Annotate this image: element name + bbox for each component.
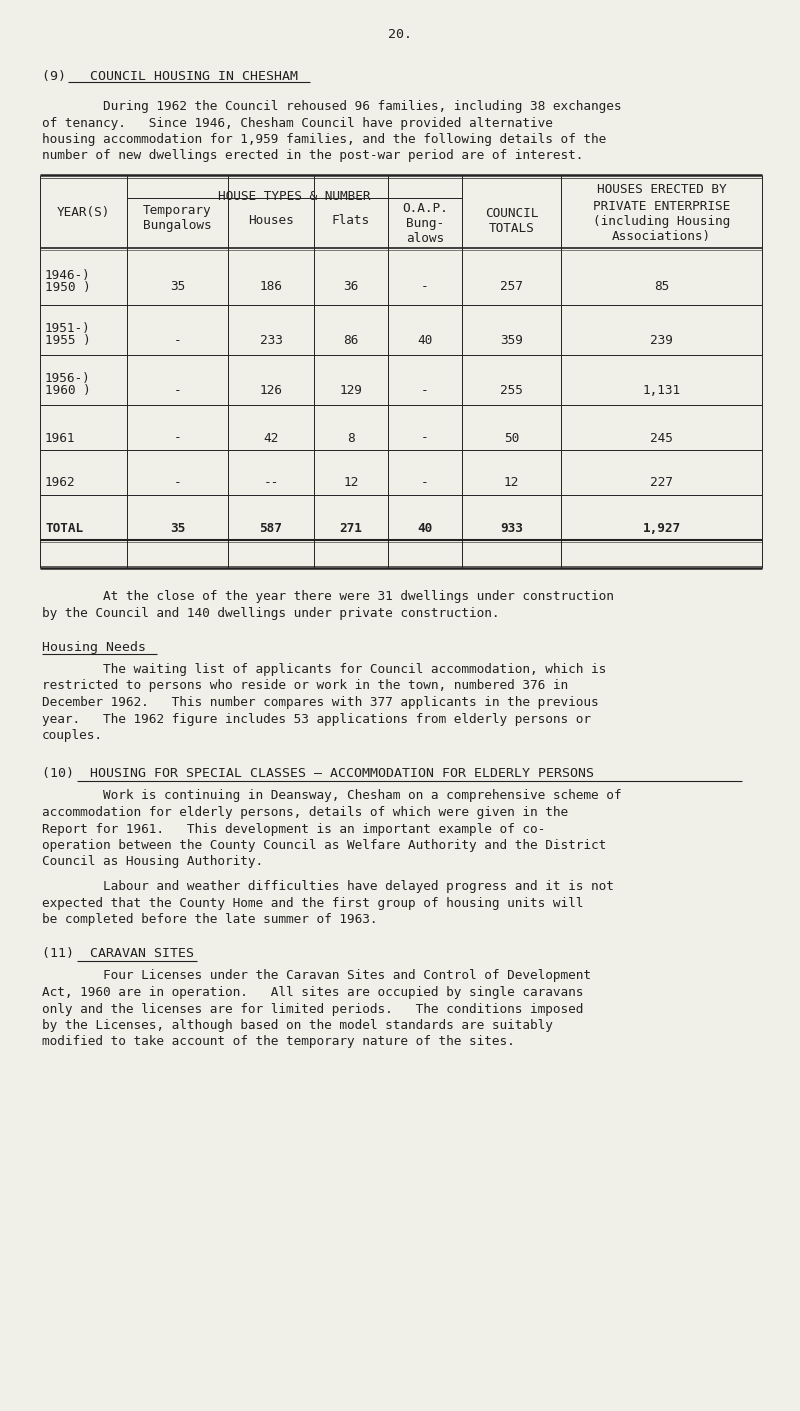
Text: 1946-): 1946-): [45, 268, 90, 282]
Text: 1951-): 1951-): [45, 322, 90, 334]
Text: by the Council and 140 dwellings under private construction.: by the Council and 140 dwellings under p…: [42, 607, 499, 619]
Text: 40: 40: [418, 334, 433, 347]
Text: number of new dwellings erected in the post-war period are of interest.: number of new dwellings erected in the p…: [42, 150, 583, 162]
Text: 1956-): 1956-): [45, 373, 90, 385]
Text: 1,927: 1,927: [642, 522, 681, 535]
Text: -: -: [174, 384, 182, 396]
Text: December 1962.   This number compares with 377 applicants in the previous: December 1962. This number compares with…: [42, 696, 598, 708]
Text: -: -: [174, 334, 182, 347]
Text: -: -: [421, 384, 429, 396]
Text: 233: 233: [259, 334, 282, 347]
Text: 1961: 1961: [45, 432, 75, 444]
Text: Flats: Flats: [332, 214, 370, 227]
Text: expected that the County Home and the first group of housing units will: expected that the County Home and the fi…: [42, 896, 583, 910]
Text: 8: 8: [347, 432, 355, 444]
Text: 36: 36: [343, 281, 358, 293]
Text: COUNCIL
TOTALS: COUNCIL TOTALS: [485, 207, 538, 236]
Text: PRIVATE ENTERPRISE
(including Housing
Associations): PRIVATE ENTERPRISE (including Housing As…: [593, 200, 730, 243]
Text: 255: 255: [500, 384, 523, 396]
Text: Council as Housing Authority.: Council as Housing Authority.: [42, 855, 263, 869]
Text: 1,131: 1,131: [642, 384, 681, 396]
Text: of tenancy.   Since 1946, Chesham Council have provided alternative: of tenancy. Since 1946, Chesham Council …: [42, 117, 553, 130]
Text: couples.: couples.: [42, 729, 103, 742]
Text: 12: 12: [343, 477, 358, 490]
Text: 85: 85: [654, 281, 669, 293]
Text: 245: 245: [650, 432, 673, 444]
Text: 359: 359: [500, 334, 523, 347]
Text: 1950 ): 1950 ): [45, 281, 90, 293]
Text: 1960 ): 1960 ): [45, 384, 90, 396]
Text: restricted to persons who reside or work in the town, numbered 376 in: restricted to persons who reside or work…: [42, 680, 568, 693]
Text: (10)  HOUSING FOR SPECIAL CLASSES – ACCOMMODATION FOR ELDERLY PERSONS: (10) HOUSING FOR SPECIAL CLASSES – ACCOM…: [42, 768, 594, 780]
Text: 587: 587: [259, 522, 282, 535]
Text: HOUSES ERECTED BY: HOUSES ERECTED BY: [597, 183, 726, 196]
Text: 227: 227: [650, 477, 673, 490]
Text: 35: 35: [170, 522, 185, 535]
Text: At the close of the year there were 31 dwellings under construction: At the close of the year there were 31 d…: [42, 590, 614, 602]
Text: TOTAL: TOTAL: [45, 522, 83, 535]
Text: 12: 12: [504, 477, 519, 490]
Text: HOUSE TYPES & NUMBER: HOUSE TYPES & NUMBER: [218, 190, 370, 203]
Text: be completed before the late summer of 1963.: be completed before the late summer of 1…: [42, 913, 378, 926]
Text: housing accommodation for 1,959 families, and the following details of the: housing accommodation for 1,959 families…: [42, 133, 606, 145]
Text: Labour and weather difficulties have delayed progress and it is not: Labour and weather difficulties have del…: [42, 880, 614, 893]
Text: Act, 1960 are in operation.   All sites are occupied by single caravans: Act, 1960 are in operation. All sites ar…: [42, 986, 583, 999]
Text: accommodation for elderly persons, details of which were given in the: accommodation for elderly persons, detai…: [42, 806, 568, 818]
Text: -: -: [421, 281, 429, 293]
Text: Temporary
Bungalows: Temporary Bungalows: [143, 205, 212, 231]
Text: -: -: [174, 432, 182, 444]
Text: 86: 86: [343, 334, 358, 347]
Text: operation between the County Council as Welfare Authority and the District: operation between the County Council as …: [42, 840, 606, 852]
Text: The waiting list of applicants for Council accommodation, which is: The waiting list of applicants for Counc…: [42, 663, 606, 676]
Text: year.   The 1962 figure includes 53 applications from elderly persons or: year. The 1962 figure includes 53 applic…: [42, 713, 591, 725]
Text: 1962: 1962: [45, 477, 75, 490]
Text: 271: 271: [339, 522, 362, 535]
Text: 239: 239: [650, 334, 673, 347]
Text: YEAR(S): YEAR(S): [57, 206, 110, 219]
Text: only and the licenses are for limited periods.   The conditions imposed: only and the licenses are for limited pe…: [42, 1002, 583, 1016]
Text: O.A.P.
Bung-
alows: O.A.P. Bung- alows: [402, 202, 448, 246]
Text: 126: 126: [259, 384, 282, 396]
Text: 933: 933: [500, 522, 523, 535]
Text: Work is continuing in Deansway, Chesham on a comprehensive scheme of: Work is continuing in Deansway, Chesham …: [42, 790, 622, 803]
Text: -: -: [421, 432, 429, 444]
Text: 257: 257: [500, 281, 523, 293]
Text: During 1962 the Council rehoused 96 families, including 38 exchanges: During 1962 the Council rehoused 96 fami…: [42, 100, 622, 113]
Text: 20.: 20.: [388, 28, 412, 41]
Text: Housing Needs: Housing Needs: [42, 641, 146, 655]
Text: Four Licenses under the Caravan Sites and Control of Development: Four Licenses under the Caravan Sites an…: [42, 969, 591, 982]
Text: --: --: [263, 477, 278, 490]
Text: 35: 35: [170, 281, 185, 293]
Text: 1955 ): 1955 ): [45, 334, 90, 347]
Text: -: -: [174, 477, 182, 490]
Text: 50: 50: [504, 432, 519, 444]
Text: Houses: Houses: [248, 214, 294, 227]
Text: (11)  CARAVAN SITES: (11) CARAVAN SITES: [42, 948, 194, 961]
Text: Report for 1961.   This development is an important example of co-: Report for 1961. This development is an …: [42, 823, 546, 835]
Text: 186: 186: [259, 281, 282, 293]
Text: (9)   COUNCIL HOUSING IN CHESHAM: (9) COUNCIL HOUSING IN CHESHAM: [42, 71, 298, 83]
Text: 40: 40: [418, 522, 433, 535]
Text: -: -: [421, 477, 429, 490]
Text: 129: 129: [339, 384, 362, 396]
Text: modified to take account of the temporary nature of the sites.: modified to take account of the temporar…: [42, 1036, 514, 1048]
Text: by the Licenses, although based on the model standards are suitably: by the Licenses, although based on the m…: [42, 1019, 553, 1031]
Text: 42: 42: [263, 432, 278, 444]
